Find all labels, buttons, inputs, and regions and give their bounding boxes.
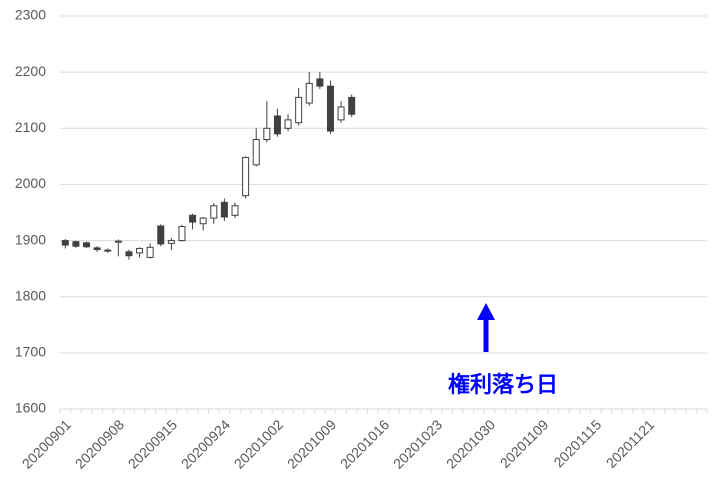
y-tick-label: 2200 [15, 63, 46, 79]
candle-body [326, 85, 334, 132]
annotation: 権利落ち日 [448, 372, 558, 397]
candle-body [167, 240, 175, 244]
candle-body [157, 225, 165, 245]
candle-body [295, 96, 303, 124]
candle-body [114, 240, 122, 243]
candle-body [316, 78, 324, 87]
candle-body [189, 214, 197, 223]
candle-body [146, 246, 154, 258]
candle-body [210, 205, 218, 219]
candle-body [348, 96, 356, 115]
candle-body [231, 205, 239, 216]
y-tick-label: 1900 [15, 231, 46, 247]
candle-body [284, 119, 292, 129]
candle-body [242, 156, 250, 197]
candle-body [136, 247, 144, 254]
candle-body [72, 241, 80, 247]
candle-body [252, 139, 260, 166]
candle-body [273, 115, 281, 135]
candle-body [104, 249, 112, 252]
candle-body [178, 226, 186, 242]
candle-body [337, 106, 345, 121]
candle-body [93, 247, 101, 251]
candle-body [61, 240, 69, 246]
y-tick-label: 1700 [15, 344, 46, 360]
candle-body [263, 127, 271, 141]
candle-body [83, 242, 91, 248]
candle-body [305, 82, 313, 104]
y-tick-label: 2000 [15, 175, 46, 191]
y-tick-label: 2100 [15, 119, 46, 135]
y-tick-label: 1600 [15, 400, 46, 416]
y-tick-label: 1800 [15, 287, 46, 303]
arrow-head [477, 303, 495, 320]
y-tick-label: 2300 [15, 7, 46, 23]
candle-body [220, 201, 228, 218]
candle-body [199, 217, 207, 225]
candle-body [125, 251, 133, 257]
